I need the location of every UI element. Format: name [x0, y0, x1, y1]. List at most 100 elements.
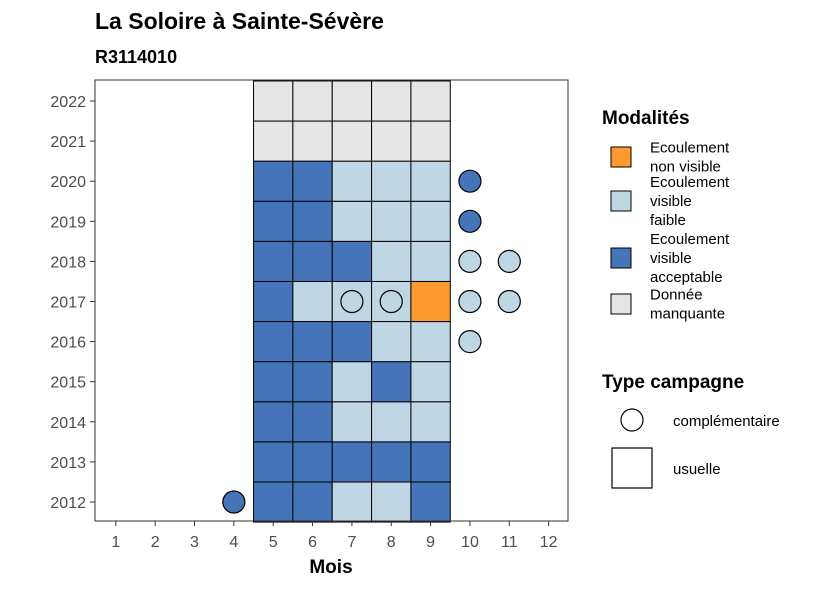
x-tick-label-5: 5 [269, 534, 278, 551]
legend-campagne-label-0: complémentaire [673, 413, 780, 430]
panel-border [94, 79, 569, 522]
tile-2018-6 [292, 240, 333, 282]
y-tick-label-2021: 2021 [50, 134, 86, 151]
tile-2018-7 [331, 240, 373, 282]
tile-2022-6 [292, 80, 333, 122]
tile-2022-9 [410, 80, 451, 122]
y-tick-label-2012: 2012 [50, 495, 86, 512]
tile-2015-7 [331, 361, 373, 403]
tile-2020-7 [331, 160, 373, 202]
legend-modalites-title: Modalités [602, 108, 690, 129]
legend-key-3 [610, 293, 632, 315]
y-tick-label-2017: 2017 [50, 295, 86, 312]
tile-2019-6 [292, 200, 333, 242]
point-2012-4 [222, 490, 246, 514]
point-2018-10 [458, 249, 482, 273]
legend-label-3: Donnée manquante [650, 287, 725, 323]
legend-label-line: visible [650, 193, 692, 210]
y-tick-label-2020: 2020 [50, 174, 86, 191]
tile-2016-9 [410, 321, 451, 363]
tile-2015-5 [253, 361, 294, 403]
tile-2021-6 [292, 120, 333, 162]
point-2016-10 [458, 330, 482, 354]
y-tick-label-2019: 2019 [50, 214, 86, 231]
tile-2016-7 [331, 321, 373, 363]
tile-2012-8 [371, 481, 412, 523]
x-tick-label-3: 3 [190, 534, 199, 551]
tile-2020-8 [371, 160, 412, 202]
tile-2015-6 [292, 361, 333, 403]
tile-2019-7 [331, 200, 373, 242]
legend-type-campagne: Type campagne complémentaire usuelle [602, 372, 780, 489]
legend-label-2: Ecoulement visible acceptable [650, 231, 730, 286]
tile-2012-7 [331, 481, 373, 523]
legend-label-line: manquante [650, 306, 725, 323]
tile-2016-6 [292, 321, 333, 363]
points-layer [222, 169, 521, 514]
tile-2020-5 [253, 160, 294, 202]
tile-2013-6 [292, 441, 333, 483]
tile-2015-8 [371, 361, 412, 403]
point-2018-11 [497, 249, 521, 273]
y-axis: 2012 2013 2014 2015 2016 2017 2018 2019 2020 2021… [50, 94, 95, 512]
tile-2014-9 [410, 401, 451, 443]
legend-label-line: visible [650, 250, 692, 267]
tile-2016-5 [253, 321, 294, 363]
legend-label-line: Ecoulement [650, 140, 730, 157]
x-tick-label-4: 4 [229, 534, 238, 551]
tile-2021-8 [371, 120, 412, 162]
tile-2012-5 [253, 481, 294, 523]
point-2019-10 [458, 209, 482, 233]
tile-2017-5 [253, 280, 294, 323]
tile-2022-7 [331, 80, 373, 122]
x-tick-label-9: 9 [426, 534, 435, 551]
point-2017-11 [497, 289, 521, 314]
x-tick-label-6: 6 [308, 534, 317, 551]
tile-2021-5 [253, 120, 294, 162]
tile-2013-5 [253, 441, 294, 483]
x-tick-label-2: 2 [151, 534, 160, 551]
chart-title: La Soloire à Sainte-Sévère [95, 8, 384, 34]
point-2017-10 [458, 289, 482, 314]
y-tick-label-2018: 2018 [50, 254, 86, 271]
legend-label-line: acceptable [650, 269, 723, 286]
tile-2012-6 [292, 481, 333, 523]
x-tick-label-11: 11 [501, 534, 518, 551]
point-2017-8 [379, 289, 403, 314]
point-2020-10 [458, 169, 482, 193]
x-tick-label-12: 12 [540, 534, 558, 551]
tile-2016-8 [371, 321, 412, 363]
chart-subtitle: R3114010 [95, 47, 177, 67]
tile-2013-7 [331, 441, 373, 483]
tile-2019-8 [371, 200, 412, 242]
point-2017-7 [340, 289, 364, 314]
legend-label-line: Donnée [650, 287, 703, 304]
y-tick-label-2014: 2014 [50, 415, 86, 432]
tile-2019-5 [253, 200, 294, 242]
x-axis: 1 2 3 4 5 6 7 8 9 10 11 12 [111, 521, 558, 551]
legend-label-line: faible [650, 212, 686, 229]
tile-2021-9 [410, 120, 451, 162]
legend-square-key [611, 447, 653, 489]
tile-2014-7 [331, 401, 373, 443]
tile-2022-5 [253, 80, 294, 122]
x-tick-label-10: 10 [461, 534, 479, 551]
tile-2014-8 [371, 401, 412, 443]
legend-key-2 [610, 247, 632, 269]
tile-2018-8 [371, 240, 412, 282]
legend-circle-key [620, 408, 644, 432]
legend-label-line: Ecoulement [650, 231, 730, 248]
legend-campagne-title: Type campagne [602, 372, 744, 393]
tile-2014-5 [253, 401, 294, 443]
legend-label-1: Ecoulement visible faible [650, 174, 730, 229]
y-tick-label-2015: 2015 [50, 375, 86, 392]
x-tick-label-1: 1 [111, 534, 120, 551]
tile-2012-9 [410, 481, 451, 523]
legend-key-0 [610, 146, 632, 168]
tile-2020-6 [292, 160, 333, 202]
x-tick-label-7: 7 [347, 534, 356, 551]
tile-2017-9 [410, 280, 451, 323]
tile-2022-8 [371, 80, 412, 122]
tile-2013-9 [410, 441, 451, 483]
